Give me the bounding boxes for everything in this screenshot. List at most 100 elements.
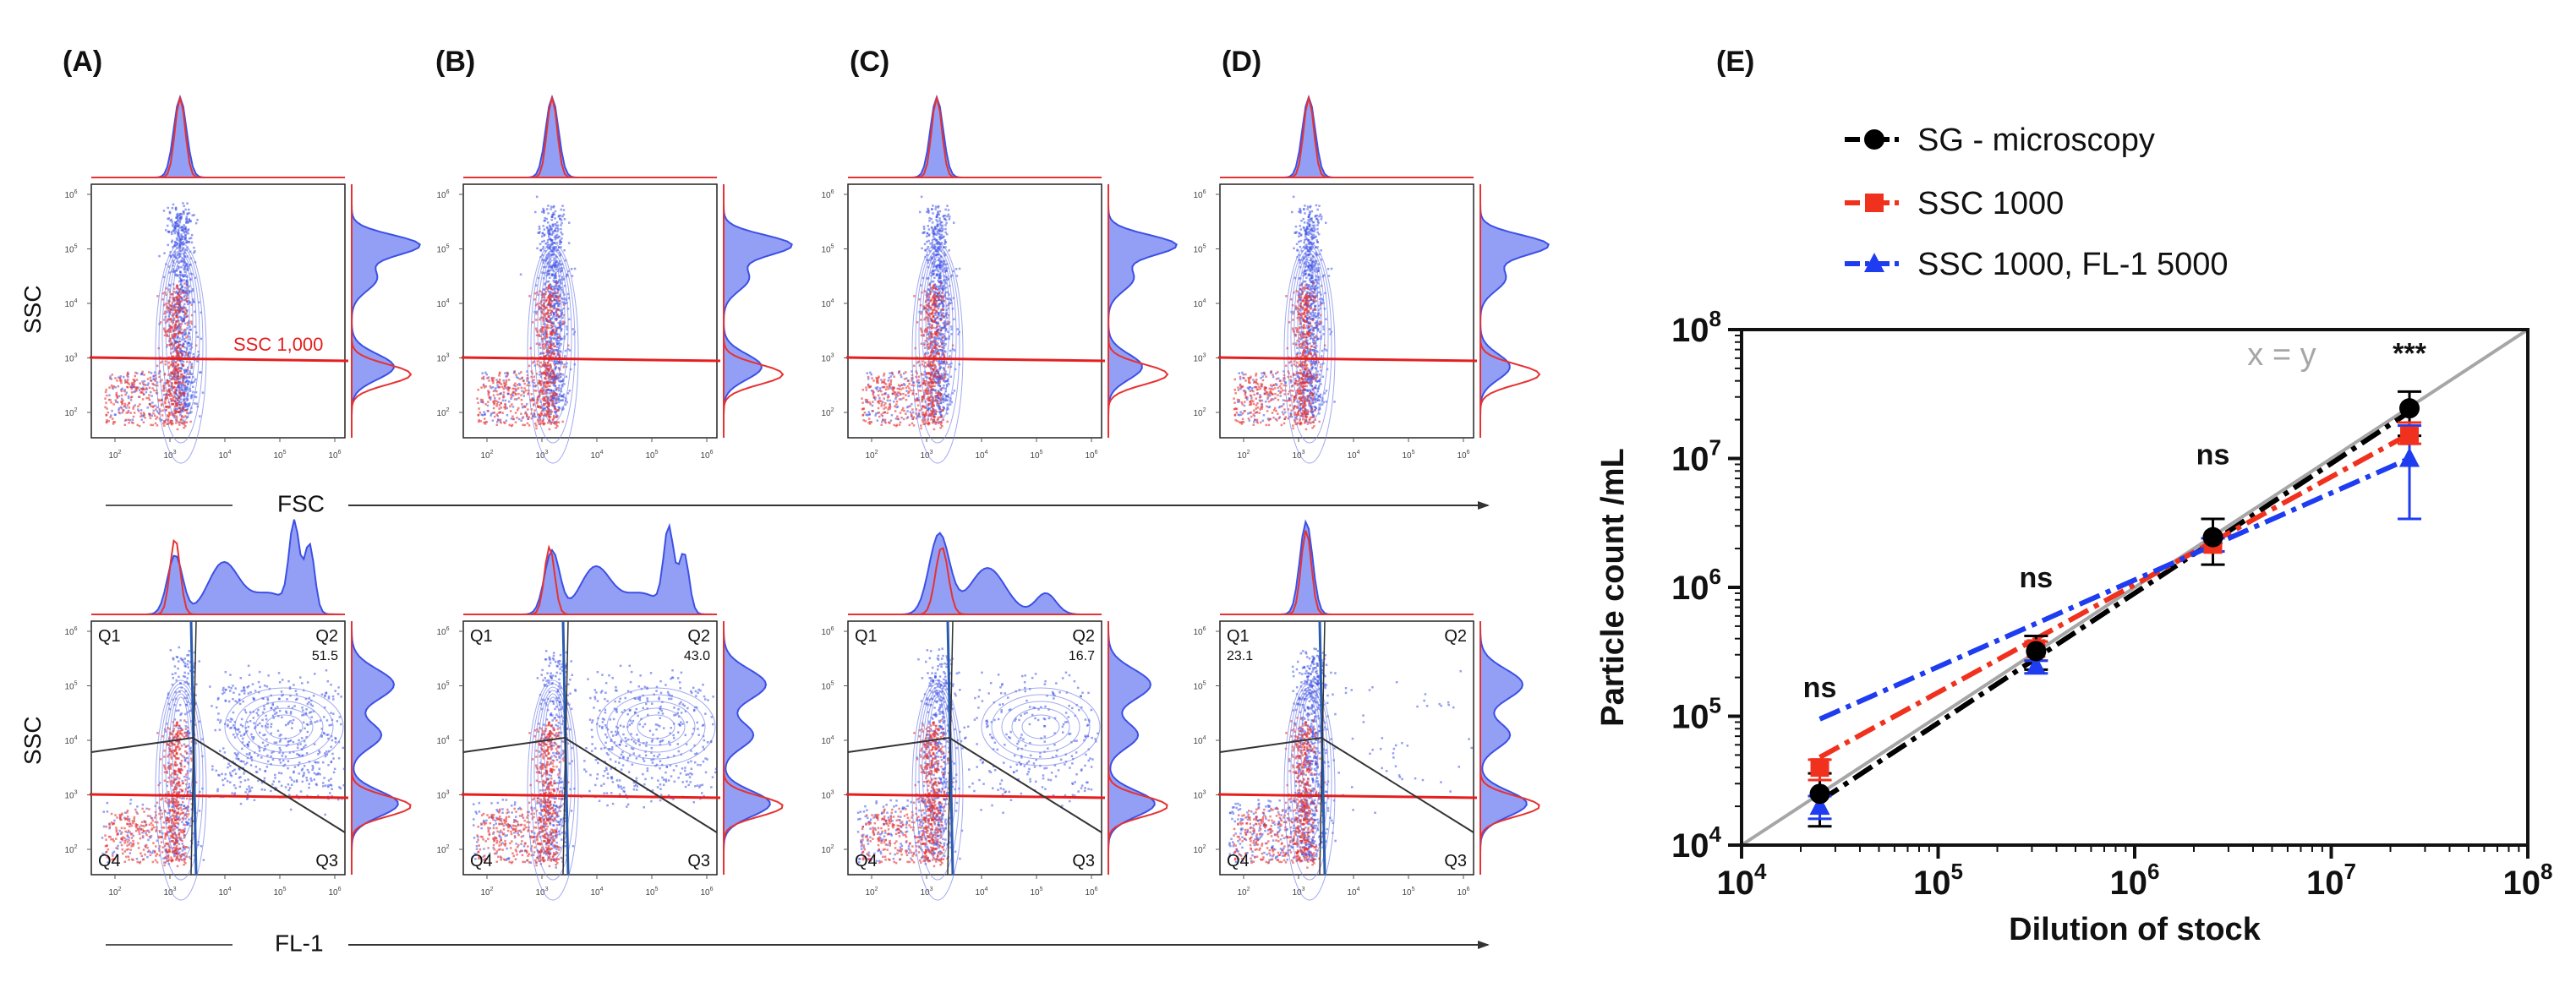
y-tick-label: 103 bbox=[1193, 353, 1206, 364]
contour bbox=[981, 687, 1101, 767]
top-histogram-events bbox=[463, 94, 717, 178]
top-histogram-control bbox=[848, 547, 1102, 615]
y-tick-label: 102 bbox=[821, 844, 834, 855]
contour bbox=[1287, 683, 1332, 881]
x-tick-label: 104 bbox=[975, 450, 987, 461]
x-tick-label: 105 bbox=[1030, 887, 1042, 898]
x-tick-label: 102 bbox=[865, 450, 878, 461]
x-tick-label: 108 bbox=[2503, 859, 2553, 902]
x-tick-label: 104 bbox=[1347, 450, 1359, 461]
contour bbox=[1300, 259, 1319, 363]
ssc-gate-line bbox=[1217, 356, 1478, 363]
panel-label-d: (D) bbox=[1222, 46, 1261, 78]
contour bbox=[606, 694, 706, 760]
ssc-gate-line bbox=[461, 793, 721, 799]
legend-marker bbox=[1865, 194, 1884, 212]
top-histogram-control bbox=[463, 544, 717, 615]
series-0 bbox=[1808, 390, 2422, 828]
quadrant-polygon-gate bbox=[847, 736, 1102, 833]
quadrant-polygon-gate bbox=[462, 736, 718, 833]
contour bbox=[530, 683, 576, 881]
scatter-events bbox=[101, 646, 346, 901]
contour bbox=[172, 696, 190, 799]
y-tick-label: 107 bbox=[1671, 435, 1721, 478]
quadrant-label-q4: Q4 bbox=[98, 852, 121, 870]
right-histogram-events bbox=[351, 621, 399, 875]
x-tick-label: 106 bbox=[1457, 450, 1469, 461]
scatter-plot-frame bbox=[462, 620, 718, 876]
contour bbox=[1001, 701, 1080, 753]
y-tick-label: 102 bbox=[64, 844, 77, 855]
contour bbox=[1021, 714, 1060, 739]
data-point-series-1 bbox=[1810, 758, 1829, 777]
quadrant-label-q2: Q2 bbox=[1444, 627, 1467, 646]
quadrant-label-q1: Q1 bbox=[1227, 627, 1250, 646]
top-histogram-control bbox=[91, 538, 345, 615]
scatter-plot-frame bbox=[847, 183, 1102, 439]
y-tick-label: 105 bbox=[436, 244, 449, 255]
top-histogram-control bbox=[91, 96, 345, 178]
quadrant-label-q2: Q2 bbox=[1072, 627, 1095, 646]
contour bbox=[1297, 256, 1322, 383]
contour bbox=[172, 259, 190, 363]
right-histogram-control bbox=[351, 184, 413, 438]
top-histogram-control bbox=[848, 96, 1102, 178]
x-tick-label: 102 bbox=[108, 887, 121, 898]
x-tick-label: 102 bbox=[108, 450, 121, 461]
contour bbox=[915, 683, 960, 881]
top-histogram-events bbox=[91, 519, 345, 615]
legend-label: SG - microscopy bbox=[1917, 123, 2155, 158]
contour bbox=[165, 253, 197, 403]
contour bbox=[626, 707, 686, 746]
contour bbox=[158, 246, 204, 444]
scatter-events bbox=[104, 202, 207, 464]
contour bbox=[158, 683, 204, 881]
y-tick-label: 106 bbox=[1193, 626, 1206, 637]
x-tick-label: 106 bbox=[1085, 887, 1097, 898]
y-tick-label: 105 bbox=[436, 681, 449, 692]
row1-y-axis-label: SSC bbox=[19, 285, 46, 334]
scatter-plot-frame bbox=[462, 183, 718, 439]
data-point-series-2 bbox=[1809, 795, 1830, 816]
fit-line-series-2 bbox=[1819, 456, 2411, 722]
x-tick-label: 106 bbox=[1457, 887, 1469, 898]
contour bbox=[915, 246, 960, 444]
contour bbox=[161, 686, 200, 860]
data-point-series-2 bbox=[2399, 447, 2420, 467]
legend-marker bbox=[1864, 253, 1884, 272]
panel-label-e: (E) bbox=[1716, 46, 1754, 78]
quadrant-vertical-outline bbox=[947, 620, 954, 876]
y-tick-label: 103 bbox=[1193, 790, 1206, 801]
y-tick-label: 104 bbox=[821, 735, 834, 746]
contour bbox=[544, 696, 562, 799]
contour bbox=[161, 249, 200, 423]
y-tick-label: 105 bbox=[1671, 693, 1721, 736]
x-tick-label: 105 bbox=[273, 887, 286, 898]
x-tick-label: 106 bbox=[700, 887, 713, 898]
x-tick-label: 106 bbox=[700, 450, 713, 461]
y-tick-label: 103 bbox=[436, 353, 449, 364]
y-tick-label: 104 bbox=[64, 298, 77, 309]
right-histogram-events bbox=[723, 184, 793, 438]
y-tick-label: 106 bbox=[821, 626, 834, 637]
top-histogram-events bbox=[1220, 94, 1474, 178]
contour bbox=[1290, 249, 1329, 423]
contour bbox=[911, 243, 964, 464]
top-histogram-events bbox=[848, 94, 1102, 178]
data-point-series-0 bbox=[2026, 641, 2047, 662]
x-tick-label: 105 bbox=[645, 450, 658, 461]
x-tick-label: 102 bbox=[1237, 450, 1250, 461]
contour bbox=[918, 249, 957, 423]
y-tick-label: 105 bbox=[821, 244, 834, 255]
y-tick-label: 105 bbox=[1193, 681, 1206, 692]
quadrant-label-q1: Q1 bbox=[98, 627, 121, 646]
top-histogram-control bbox=[463, 96, 717, 178]
significance-annotation: *** bbox=[2393, 338, 2426, 370]
ssc-gate-line bbox=[1217, 793, 1478, 799]
y-tick-label: 104 bbox=[436, 298, 449, 309]
quadrant-vertical-outline bbox=[190, 620, 197, 876]
ssc-gate-line bbox=[461, 356, 721, 363]
y-tick-label: 104 bbox=[64, 735, 77, 746]
